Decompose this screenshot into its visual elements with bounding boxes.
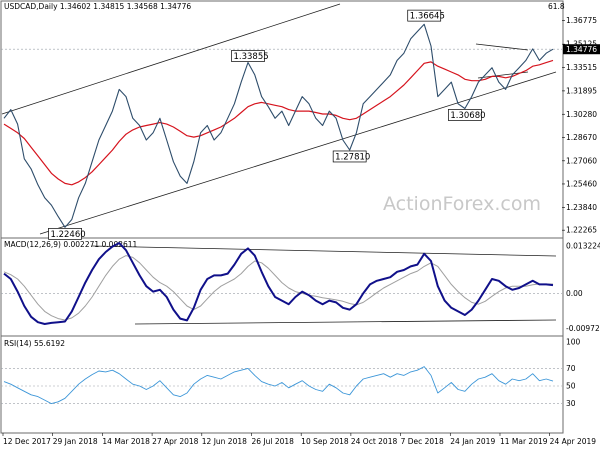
macd-signal-line	[3, 255, 553, 321]
macd-lower-trendline	[134, 319, 557, 325]
price-tick-label: 1.25460	[566, 179, 597, 188]
annotation-labels: 1.22460 1.33855 1.27810 1.36645 1.30680	[48, 9, 486, 240]
price-tick-label: 1.35125	[566, 40, 597, 49]
x-axis-ticks: 12 Dec 2017 29 Jan 2018 14 Mar 2018 27 Apr …	[2, 433, 597, 446]
price-tick-label: 1.30280	[566, 110, 597, 119]
annotation-label: 1.27810	[335, 152, 370, 162]
price-panel-header: USDCAD,Daily 1.34602 1.34815 1.34568 1.3…	[4, 2, 191, 11]
current-price-label: 1.34776	[566, 45, 597, 54]
annotation-label: 1.30680	[450, 111, 485, 121]
rsi-tick-label: 100	[566, 338, 581, 347]
price-tick-label: 1.27060	[566, 156, 597, 165]
macd-line	[3, 242, 554, 325]
x-tick-label: 24 Apr 2019	[550, 437, 597, 446]
x-tick-label: 27 Apr 2018	[152, 437, 199, 446]
macd-tick-label: 0.00	[566, 289, 583, 298]
price-tick-label: 1.33515	[566, 63, 597, 72]
watermark-text: ActionForex.com	[383, 193, 541, 215]
annotation-box	[231, 50, 265, 62]
x-tick-label: 10 Sep 2018	[301, 437, 349, 446]
x-tick-label: 11 Mar 2019	[500, 437, 548, 446]
x-tick-label: 12 Jun 2018	[202, 437, 247, 446]
channel-upper-line	[1, 3, 341, 115]
rsi-tick-label: 70	[566, 364, 576, 373]
triangle-upper-line	[475, 43, 529, 51]
corner-fib-label: 61.8	[548, 2, 565, 11]
annotation-box	[332, 150, 367, 163]
rsi-tick-label: 30	[566, 399, 576, 408]
macd-panel-header: MACD(12,26,9) 0.002271 0.002611	[4, 240, 138, 249]
annotation-box	[448, 109, 482, 121]
macd-panel-frame	[0, 237, 564, 337]
x-tick-label: 24 Oct 2018	[351, 437, 398, 446]
price-tick-label: 1.23840	[566, 203, 597, 212]
channel-lines	[1, 3, 557, 325]
x-tick-label: 24 Jan 2019	[450, 437, 495, 446]
price-tick-label: 1.31895	[566, 86, 597, 95]
annotation-label: 1.33855	[234, 52, 269, 62]
y-axis-ticks: 1.36775 1.35125 1.33515 1.31895 1.30280 1.286…	[562, 16, 600, 408]
x-tick-label: 14 Mar 2018	[102, 437, 150, 446]
macd-upper-trendline	[91, 245, 557, 257]
grid-lines	[1, 48, 562, 404]
annotation-box	[407, 9, 442, 22]
rsi-panel-header: RSI(14) 55.6192	[4, 339, 65, 348]
rsi-panel-frame	[0, 335, 564, 434]
price-tick-label: 1.22265	[566, 226, 597, 235]
sma-line	[3, 59, 554, 186]
x-tick-label: 12 Dec 2017	[3, 437, 51, 446]
annotation-box	[48, 227, 82, 240]
price-line	[3, 23, 554, 228]
price-tick-label: 1.28670	[566, 133, 597, 142]
rsi-tick-label: 50	[566, 382, 576, 391]
annotation-label: 1.22460	[51, 230, 86, 240]
x-tick-label: 26 Jul 2018	[251, 437, 294, 446]
x-tick-label: 29 Jan 2018	[53, 437, 98, 446]
data-series	[3, 23, 554, 405]
macd-tick-label: 0.013224	[566, 241, 600, 250]
annotation-label: 1.36645	[410, 12, 445, 22]
price-tick-label: 1.36775	[566, 16, 597, 25]
x-tick-label: 7 Dec 2018	[401, 437, 444, 446]
rsi-line	[3, 366, 554, 405]
current-price-box	[563, 44, 600, 55]
